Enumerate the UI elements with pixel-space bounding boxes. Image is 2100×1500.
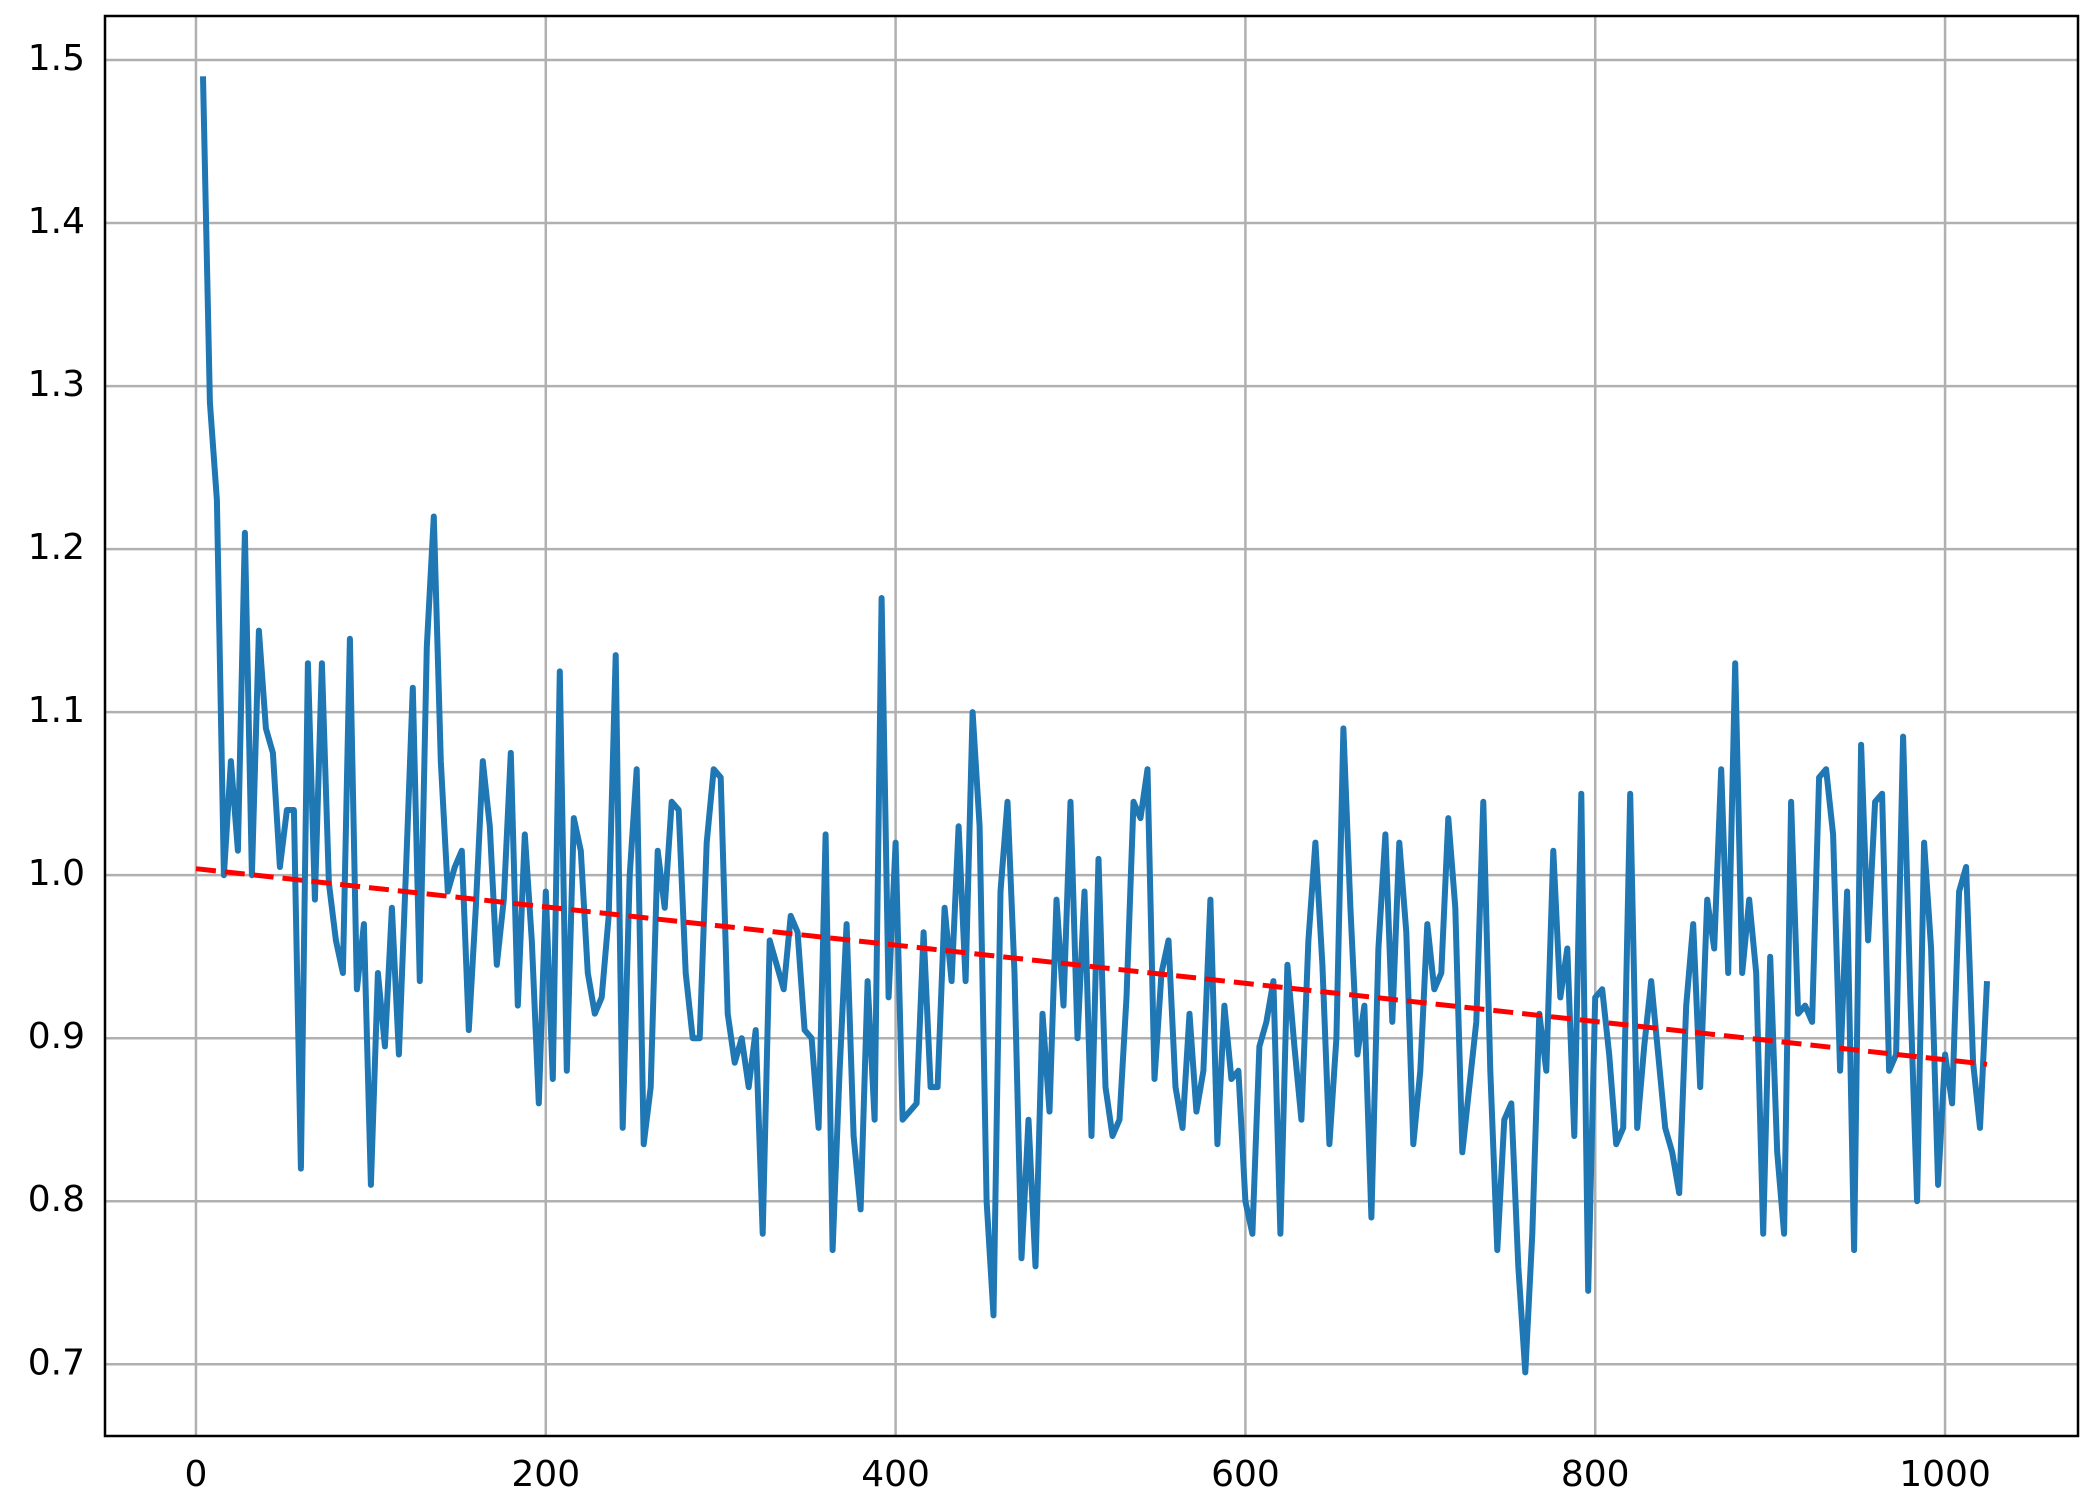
x-tick-label: 800 (1561, 1454, 1630, 1495)
y-tick-label: 0.9 (28, 1016, 85, 1057)
y-tick-label: 0.8 (28, 1179, 85, 1220)
x-tick-label: 0 (185, 1454, 208, 1495)
y-tick-label: 1.0 (28, 853, 85, 894)
x-tick-label: 400 (861, 1454, 930, 1495)
x-tick-label: 1000 (1899, 1454, 1991, 1495)
x-tick-label: 600 (1211, 1454, 1280, 1495)
y-tick-label: 1.4 (28, 201, 85, 242)
plot-frame (103, 14, 2080, 1438)
y-tick-label: 1.1 (28, 690, 85, 731)
x-tick-label: 200 (511, 1454, 580, 1495)
trend-line (195, 866, 1988, 1067)
y-tick-label: 0.7 (28, 1342, 85, 1383)
y-tick-label: 1.5 (28, 38, 85, 79)
y-tick-label: 1.2 (28, 527, 85, 568)
y-tick-label: 1.3 (28, 364, 85, 405)
data-line (200, 76, 1990, 1376)
